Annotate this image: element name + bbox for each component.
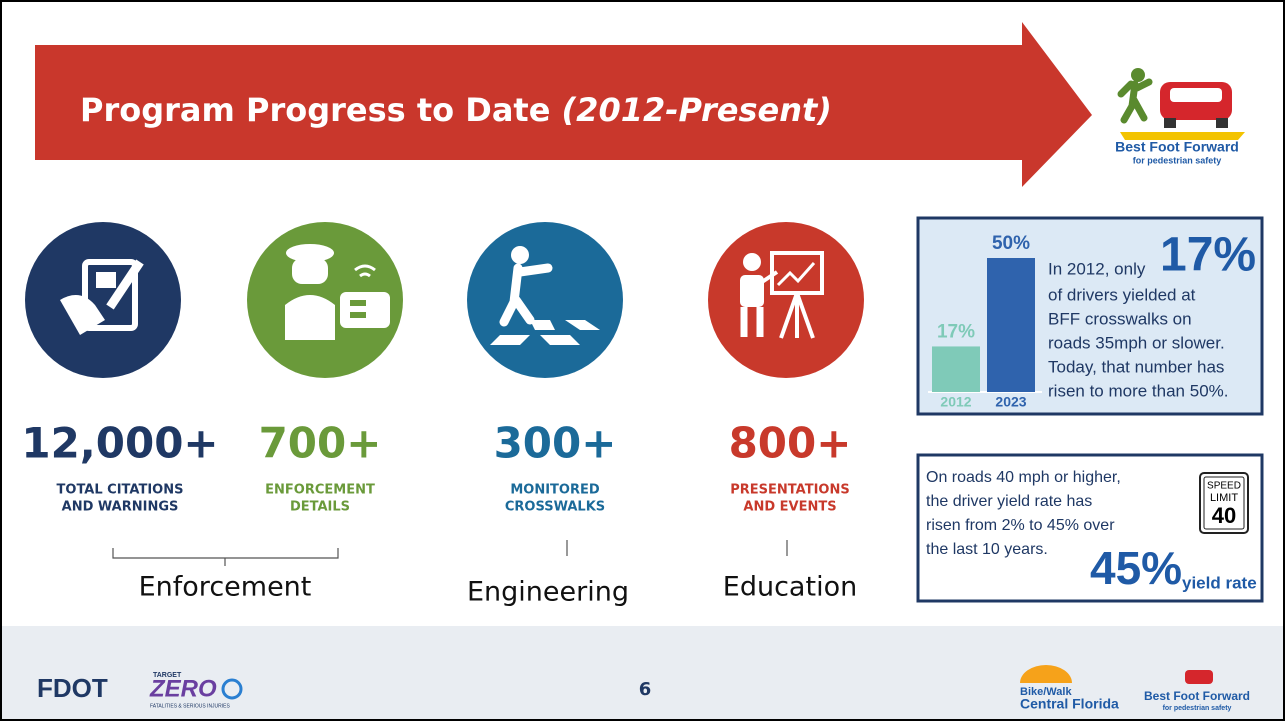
speed-text: On roads 40 mph or higher, <box>926 469 1121 486</box>
stat-label: DETAILS <box>290 500 350 515</box>
fdot-logo: FDOT <box>37 673 108 703</box>
group-label: Education <box>723 572 857 603</box>
yield-lead: In 2012, only <box>1048 259 1146 278</box>
footer <box>2 626 1283 719</box>
bff-footer-name: Best Foot Forward <box>1144 689 1250 703</box>
sign-number: 40 <box>1212 503 1236 528</box>
speed-text: the driver yield rate has <box>926 493 1092 510</box>
icon-police <box>247 222 403 378</box>
sign-limit: LIMIT <box>1210 492 1238 504</box>
bracket <box>112 548 339 566</box>
speed-highlight: 45% <box>1090 542 1182 594</box>
bar-category: 2012 <box>940 394 971 410</box>
group-label: Enforcement <box>139 572 312 603</box>
zero-logo: ZERO <box>149 675 217 702</box>
speed-caption: yield rate <box>1182 573 1257 592</box>
stat-number: 700+ <box>259 419 382 468</box>
yield-text: Today, that number has <box>1048 357 1224 376</box>
stat-label: PRESENTATIONS <box>730 483 849 498</box>
stat-label: TOTAL CITATIONS <box>57 483 184 498</box>
sun-logo <box>1020 665 1072 683</box>
icon-crosswalk <box>467 222 623 378</box>
zero-tagline: FATALITIES & SERIOUS INJURIES <box>150 703 230 709</box>
logo-tagline: for pedestrian safety <box>1133 155 1222 165</box>
bikewalk-line2: Central Florida <box>1020 696 1119 712</box>
zero-ring <box>221 678 243 700</box>
bff-footer-tagline: for pedestrian safety <box>1163 705 1232 712</box>
title-main: Program Progress to Date <box>80 91 550 129</box>
yield-highlight: 17% <box>1160 229 1256 282</box>
target-label: TARGET <box>153 672 182 679</box>
bar-category: 2023 <box>995 394 1026 410</box>
stat-number: 300+ <box>494 419 617 468</box>
logo-name: Best Foot Forward <box>1115 139 1239 155</box>
speed-sign: SPEED LIMIT 40 <box>1199 472 1249 534</box>
stat-number: 12,000+ <box>21 419 218 468</box>
bikewalk-line1: Bike/Walk <box>1020 686 1072 698</box>
bff-logo: Best Foot Forward for pedestrian safety <box>1115 68 1245 165</box>
icon-citations <box>25 222 181 378</box>
stat-label: ENFORCEMENT <box>265 483 375 498</box>
sign-speed: SPEED <box>1207 481 1241 492</box>
speed-text: risen from 2% to 45% over <box>926 517 1115 534</box>
speed-text: the last 10 years. <box>926 541 1048 558</box>
yield-text: of drivers yielded at <box>1048 285 1196 304</box>
icon-presentation <box>708 222 864 378</box>
banner <box>35 22 1092 187</box>
stat-label: AND WARNINGS <box>62 500 179 515</box>
stat-label: MONITORED <box>510 483 600 498</box>
group-label: Engineering <box>467 577 629 608</box>
bff-footer-car <box>1185 670 1213 684</box>
yield-text: risen to more than 50%. <box>1048 381 1228 400</box>
stat-number: 800+ <box>729 419 852 468</box>
title: Program Progress to Date (2012-Present) <box>80 91 832 129</box>
yield-text: BFF crosswalks on <box>1048 309 1192 328</box>
bar <box>987 258 1035 392</box>
stat-label: AND EVENTS <box>743 500 836 515</box>
bar-value-label: 50% <box>992 233 1030 254</box>
bar-value-label: 17% <box>937 321 975 342</box>
title-em: (2012-Present) <box>562 91 832 129</box>
page-number: 6 <box>639 679 652 700</box>
bar <box>932 346 980 392</box>
yield-text: roads 35mph or slower. <box>1048 333 1225 352</box>
stat-label: CROSSWALKS <box>505 500 605 515</box>
